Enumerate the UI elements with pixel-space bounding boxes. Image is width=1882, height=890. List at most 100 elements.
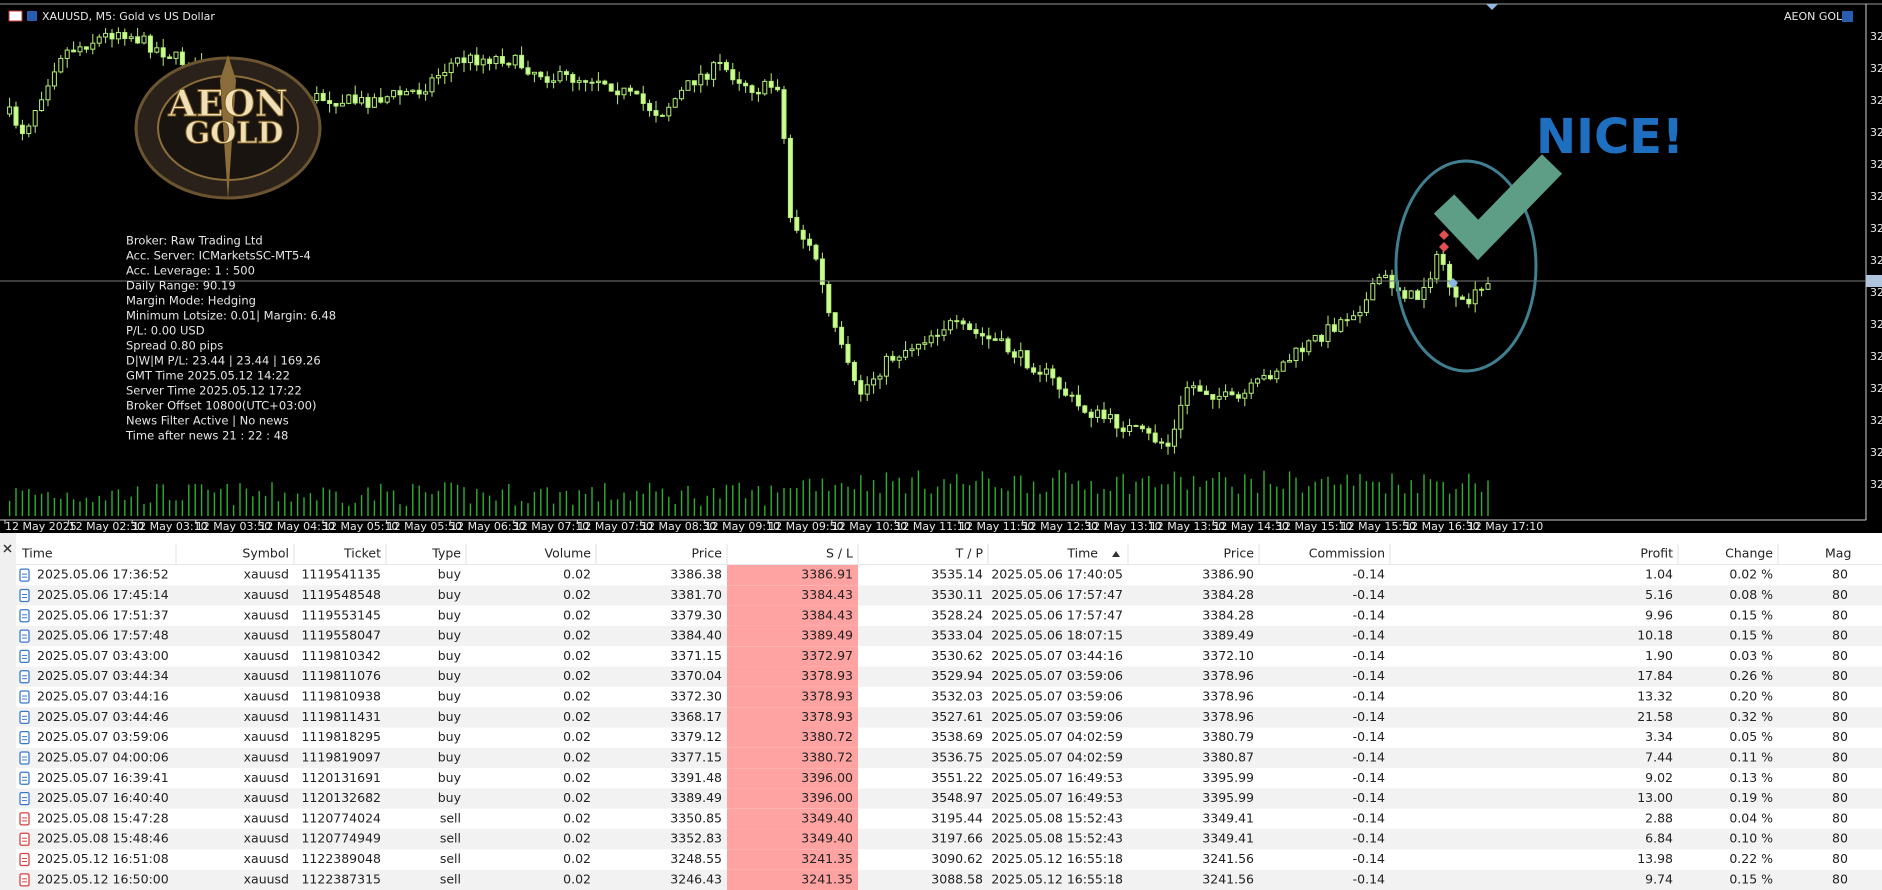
- table-row[interactable]: [16, 565, 1882, 586]
- candle-body: [986, 335, 992, 340]
- candle-body: [371, 97, 377, 108]
- column-header[interactable]: Type: [431, 546, 461, 561]
- column-header[interactable]: Time: [21, 546, 53, 561]
- table-cell: 0.02: [563, 709, 591, 724]
- table-cell: xauusd: [244, 729, 289, 744]
- table-row[interactable]: [16, 605, 1882, 626]
- table-cell: 2025.05.07 16:49:53: [991, 790, 1123, 805]
- table-row[interactable]: [16, 788, 1882, 809]
- candle-body: [960, 320, 966, 325]
- candle-body: [755, 91, 761, 95]
- table-cell: 3381.70: [670, 587, 722, 602]
- time-label: 12 May 16:30: [1404, 520, 1479, 533]
- column-header[interactable]: Volume: [545, 546, 592, 561]
- table-cell: 3349.41: [1202, 831, 1254, 846]
- table-row[interactable]: [16, 808, 1882, 830]
- table-cell: 3197.66: [931, 831, 983, 846]
- candle-body: [13, 106, 19, 126]
- column-header[interactable]: Price: [1224, 546, 1255, 561]
- close-button[interactable]: [3, 544, 12, 553]
- candle-body: [333, 102, 339, 107]
- table-cell: 2025.05.06 17:57:47: [991, 587, 1123, 602]
- table-cell: 3380.72: [801, 729, 853, 744]
- price-label: 32: [1870, 382, 1882, 395]
- column-header[interactable]: Change: [1725, 546, 1773, 561]
- table-cell: buy: [438, 668, 462, 683]
- candle-body: [1210, 394, 1216, 400]
- table-cell: 3350.85: [670, 810, 722, 825]
- table-row[interactable]: [16, 829, 1882, 850]
- candle-body: [1165, 442, 1171, 447]
- price-label: 32: [1870, 62, 1882, 75]
- column-header[interactable]: S / L: [826, 546, 853, 561]
- sl-cell-bg: [727, 605, 858, 626]
- column-header[interactable]: Ticket: [343, 546, 381, 561]
- info-line: Minimum Lotsize: 0.01| Margin: 6.48: [126, 309, 336, 323]
- candle-body: [365, 97, 371, 108]
- candle-body: [352, 94, 358, 104]
- table-row[interactable]: [16, 768, 1882, 789]
- table-cell: 1119811431: [301, 709, 381, 724]
- table-cell: 1119819097: [301, 749, 381, 764]
- price-label: 32: [1870, 414, 1882, 427]
- candle-body: [1159, 441, 1165, 444]
- time-label: 12 May 03:10: [132, 520, 207, 533]
- trade-table: Time Symbol Ticket Type Volume Price S / L T / …: [16, 544, 1882, 890]
- candle-body: [845, 343, 851, 363]
- table-cell: buy: [438, 607, 462, 622]
- column-header[interactable]: Profit: [1640, 546, 1673, 561]
- sl-cell-bg: [727, 625, 858, 647]
- table-row[interactable]: [16, 849, 1882, 870]
- table-cell: xauusd: [244, 810, 289, 825]
- column-header[interactable]: Mag: [1825, 546, 1851, 561]
- candle-body: [544, 76, 550, 83]
- table-row[interactable]: [16, 869, 1882, 890]
- price-label: 32: [1870, 318, 1882, 331]
- candle-body: [1466, 298, 1472, 305]
- table-row[interactable]: [16, 646, 1882, 667]
- table-cell: 0.10 %: [1729, 831, 1773, 846]
- candle-body: [1120, 427, 1126, 432]
- candle-body: [768, 80, 774, 88]
- table-cell: 1119548548: [301, 587, 381, 602]
- table-row[interactable]: [16, 686, 1882, 708]
- table-cell: 1120774024: [301, 810, 381, 825]
- candle-body: [1197, 385, 1203, 392]
- sl-cell-bg: [727, 747, 858, 769]
- table-cell: 1119541135: [301, 567, 381, 582]
- table-row[interactable]: [16, 625, 1882, 647]
- candle-body: [979, 333, 985, 337]
- table-cell: 3384.43: [801, 607, 853, 622]
- sl-cell-bg: [727, 788, 858, 809]
- table-cell: 3378.96: [1202, 689, 1254, 704]
- table-cell: 7.44: [1645, 749, 1673, 764]
- table-row[interactable]: [16, 747, 1882, 769]
- candle-body: [570, 74, 576, 83]
- column-header[interactable]: Symbol: [242, 546, 289, 561]
- row-icon: [19, 670, 30, 684]
- column-header[interactable]: Commission: [1309, 546, 1385, 561]
- table-row[interactable]: [16, 727, 1882, 748]
- table-row[interactable]: [16, 707, 1882, 728]
- column-header[interactable]: T / P: [955, 546, 984, 561]
- table-cell: 2025.05.07 03:59:06: [37, 729, 169, 744]
- candle-body: [1063, 388, 1069, 396]
- candle-body: [1043, 368, 1049, 375]
- table-cell: 6.84: [1645, 831, 1673, 846]
- candle-body: [1325, 324, 1331, 342]
- sort-arrow[interactable]: [1112, 551, 1120, 557]
- column-header[interactable]: Price: [692, 546, 723, 561]
- time-label: 12 May 02:30: [69, 520, 144, 533]
- table-cell: 80: [1832, 689, 1848, 704]
- table-cell: xauusd: [244, 790, 289, 805]
- table-cell: 1120774949: [301, 831, 381, 846]
- table-row[interactable]: [16, 666, 1882, 687]
- candle-body: [647, 102, 653, 112]
- column-header[interactable]: Time: [1066, 546, 1098, 561]
- table-row[interactable]: [16, 585, 1882, 606]
- candle-body: [128, 36, 134, 40]
- table-cell: 0.05 %: [1729, 729, 1773, 744]
- table-cell: 3380.79: [1202, 729, 1254, 744]
- table-cell: 0.20 %: [1729, 689, 1773, 704]
- table-cell: 0.02: [563, 607, 591, 622]
